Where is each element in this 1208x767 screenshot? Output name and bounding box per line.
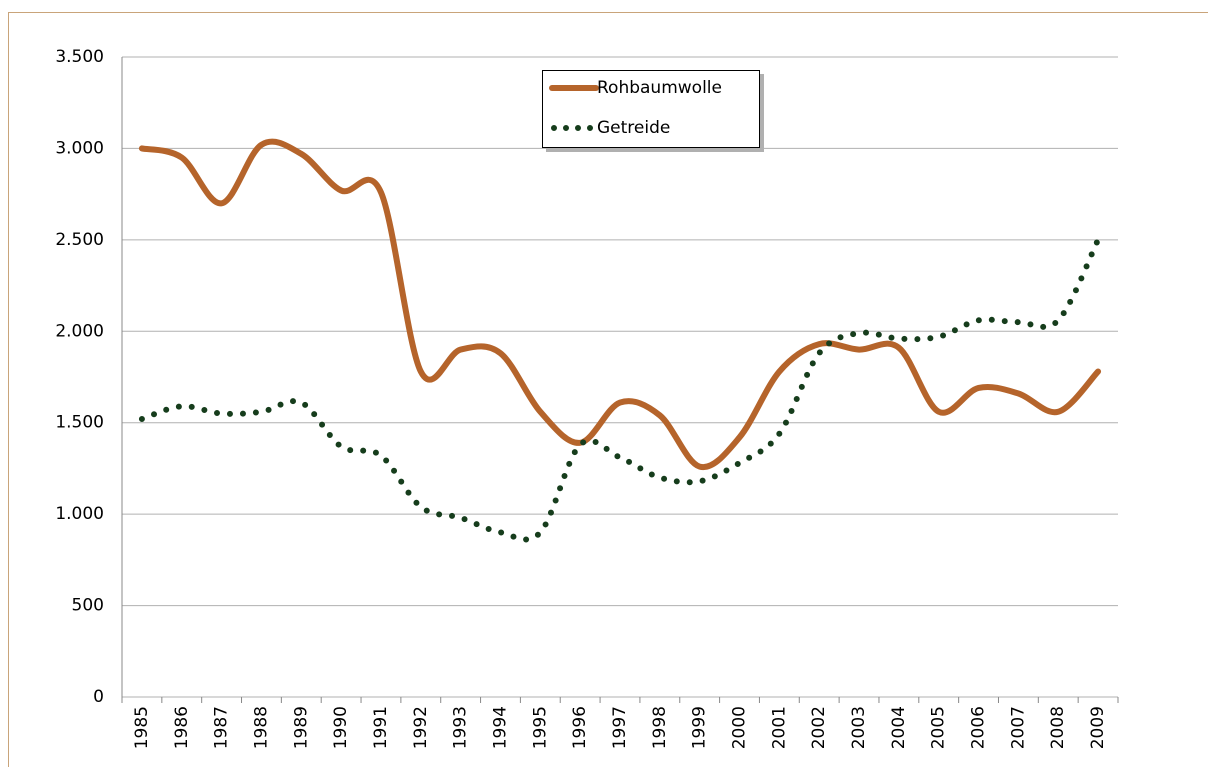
legend: Rohbaumwolle Getreide [542,70,764,152]
x-tick-label: 1999 [690,706,710,749]
x-tick-label: 1987 [212,706,232,749]
y-tick-label: 3.500 [55,47,104,67]
x-tick-label: 1998 [650,706,670,749]
x-tick-label: 1997 [610,706,630,749]
chart-frame [8,12,1208,767]
data-line [138,236,1102,543]
y-tick-label: 2.500 [55,230,104,250]
x-tick-label: 2000 [730,706,750,749]
x-tick-label: 1990 [331,706,351,749]
x-tick-label: 1986 [172,706,192,749]
y-tick-label: 2.000 [55,321,104,341]
x-tick-label: 1994 [490,706,510,749]
x-tick-label: 2007 [1008,706,1028,749]
x-tick-label: 2001 [769,706,789,749]
x-tick-label: 1992 [411,706,431,749]
x-tick-label: 1995 [530,706,550,749]
x-tick-label: 1993 [451,706,471,749]
legend-label: Getreide [597,118,670,138]
x-tick-label: 2006 [969,706,989,749]
x-tick-label: 1991 [371,706,391,749]
x-tick-label: 2004 [889,706,909,749]
x-tick-label: 2008 [1048,706,1068,749]
x-tick-label: 2005 [929,706,949,749]
legend-label: Rohbaumwolle [597,78,722,98]
y-tick-label: 1.000 [55,504,104,524]
x-tick-label: 1985 [132,706,152,749]
y-tick-label: 500 [72,596,104,616]
data-line [138,138,1102,471]
legend-box [542,70,760,148]
x-tick-label: 1989 [291,706,311,749]
x-tick-label: 2002 [809,706,829,749]
x-tick-label: 1996 [570,706,590,749]
y-tick-label: 0 [93,687,104,707]
y-tick-label: 1.500 [55,413,104,433]
x-tick-label: 2009 [1088,706,1108,749]
x-tick-label: 2003 [849,706,869,749]
y-tick-label: 3.000 [55,138,104,158]
x-tick-label: 1988 [251,706,271,749]
